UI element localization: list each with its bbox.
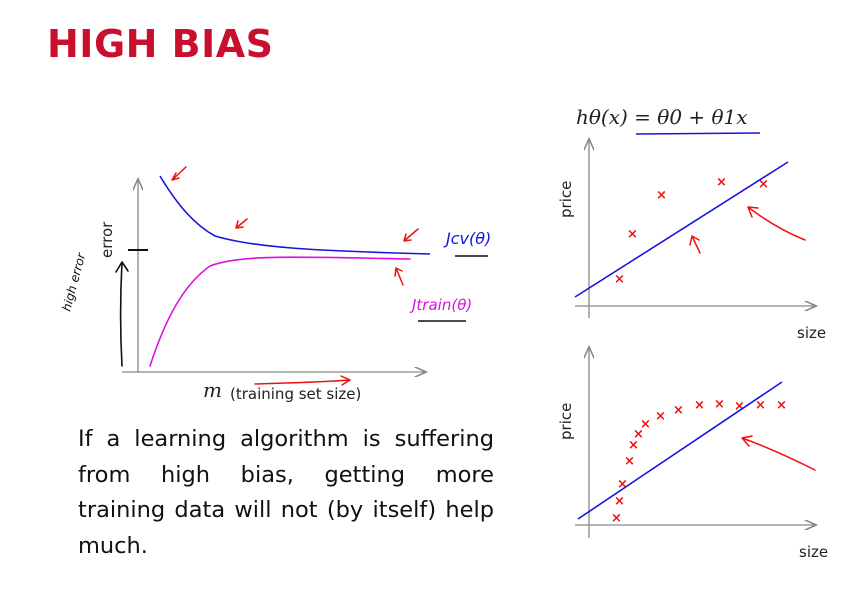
bottom-fit-line: [577, 381, 783, 520]
annotation-arrow: [394, 267, 404, 286]
svg-text:×: ×: [716, 175, 727, 190]
jtrain-curve: [149, 256, 411, 367]
svg-text:×: ×: [611, 511, 622, 526]
jcv-curve: [159, 175, 431, 255]
svg-text:×: ×: [655, 409, 666, 424]
top-annotation-arrow: [689, 235, 701, 254]
top-fit-line: [574, 161, 789, 298]
svg-text:×: ×: [758, 177, 769, 192]
svg-text:×: ×: [614, 494, 625, 509]
annotation-arrow: [235, 218, 248, 229]
top-fit-plot: price size × × × × ×: [557, 140, 826, 342]
x-axis-annotation-arrow: [254, 375, 351, 386]
svg-text:×: ×: [624, 454, 635, 469]
y-axis-label: error: [98, 221, 116, 258]
svg-text:×: ×: [614, 272, 625, 287]
svg-text:×: ×: [656, 188, 667, 203]
learning-curve-plot: error Jcv(θ) Jtrain(θ) high error m (tra…: [59, 166, 491, 403]
bottom-annotation-arrow: [741, 435, 816, 471]
svg-text:×: ×: [633, 427, 644, 442]
svg-text:×: ×: [734, 399, 745, 414]
x-axis-label: (training set size): [230, 385, 361, 403]
hypothesis-formula: hθ(x) = θ0 + θ1x: [576, 105, 748, 129]
bottom-fit-plot: price size × × × × × × × × × × × × × ×: [557, 348, 828, 561]
jcv-label: Jcv(θ): [443, 229, 491, 248]
svg-text:×: ×: [628, 438, 639, 453]
top-y-label: price: [557, 181, 575, 218]
x-var-label: m: [203, 378, 222, 402]
svg-text:×: ×: [673, 403, 684, 418]
annotation-arrow: [403, 228, 419, 242]
svg-text:×: ×: [640, 417, 651, 432]
svg-text:×: ×: [694, 398, 705, 413]
top-x-label: size: [797, 324, 826, 342]
svg-text:×: ×: [755, 398, 766, 413]
slide-title: HIGH BIAS: [47, 22, 274, 66]
top-annotation-arrow-2: [747, 206, 806, 241]
jtrain-label: Jtrain(θ): [409, 296, 472, 314]
svg-text:×: ×: [714, 397, 725, 412]
bottom-x-label: size: [799, 543, 828, 561]
top-points: × × × × ×: [614, 175, 769, 287]
bottom-y-label: price: [557, 403, 575, 440]
annotation-arrow: [171, 166, 187, 181]
caption: If a learning algorithm is suffering fro…: [78, 426, 494, 559]
high-error-note: high error: [59, 251, 88, 313]
svg-text:×: ×: [776, 398, 787, 413]
high-error-arrow: [115, 261, 129, 367]
svg-text:×: ×: [617, 477, 628, 492]
svg-text:×: ×: [627, 227, 638, 242]
hypothesis-underline: [635, 132, 761, 135]
bottom-points: × × × × × × × × × × × × × ×: [611, 397, 787, 526]
